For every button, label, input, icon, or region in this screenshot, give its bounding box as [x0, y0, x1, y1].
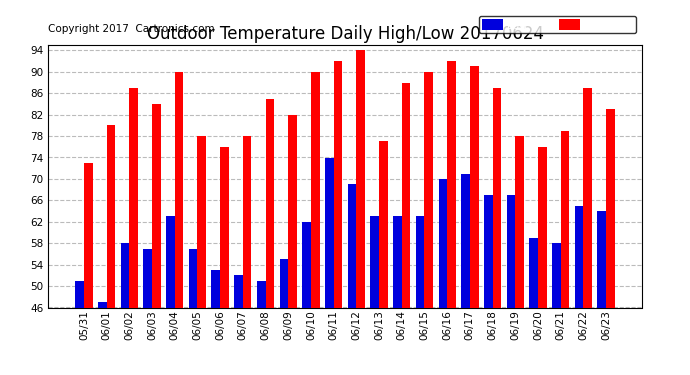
Bar — [598, 211, 606, 308]
Bar — [166, 216, 175, 308]
Bar — [393, 216, 402, 308]
Bar — [356, 50, 365, 308]
Title: Outdoor Temperature Daily High/Low 20170624: Outdoor Temperature Daily High/Low 20170… — [146, 26, 544, 44]
Bar — [552, 243, 561, 308]
Bar — [288, 115, 297, 308]
Bar — [243, 136, 251, 308]
Bar — [279, 259, 288, 308]
Bar — [152, 104, 161, 308]
Bar — [561, 131, 569, 308]
Bar — [175, 72, 184, 308]
Bar — [371, 216, 379, 308]
Bar — [348, 184, 356, 308]
Bar — [447, 61, 456, 308]
Bar — [493, 88, 501, 308]
Bar — [606, 109, 615, 307]
Bar — [121, 243, 129, 308]
Bar — [129, 88, 138, 308]
Bar — [302, 222, 311, 308]
Bar — [584, 88, 592, 308]
Bar — [84, 163, 92, 308]
Bar — [515, 136, 524, 308]
Bar — [220, 147, 229, 308]
Bar — [529, 238, 538, 308]
Bar — [538, 147, 546, 308]
Bar — [106, 125, 115, 308]
Bar — [98, 302, 106, 307]
Bar — [75, 281, 84, 308]
Bar — [424, 72, 433, 308]
Bar — [234, 275, 243, 308]
Bar — [439, 179, 447, 308]
Bar — [484, 195, 493, 308]
Bar — [325, 158, 334, 308]
Text: Copyright 2017  Cartronics.com: Copyright 2017 Cartronics.com — [48, 24, 215, 34]
Bar — [461, 174, 470, 308]
Bar — [197, 136, 206, 308]
Bar — [575, 206, 584, 308]
Bar — [189, 249, 197, 308]
Bar — [257, 281, 266, 308]
Bar — [416, 216, 424, 308]
Bar — [212, 270, 220, 308]
Legend: Low  (°F), High  (°F): Low (°F), High (°F) — [480, 16, 636, 33]
Bar — [266, 99, 274, 308]
Bar — [506, 195, 515, 308]
Bar — [311, 72, 319, 308]
Bar — [470, 66, 478, 308]
Bar — [144, 249, 152, 308]
Bar — [334, 61, 342, 308]
Bar — [402, 82, 411, 308]
Bar — [379, 141, 388, 308]
